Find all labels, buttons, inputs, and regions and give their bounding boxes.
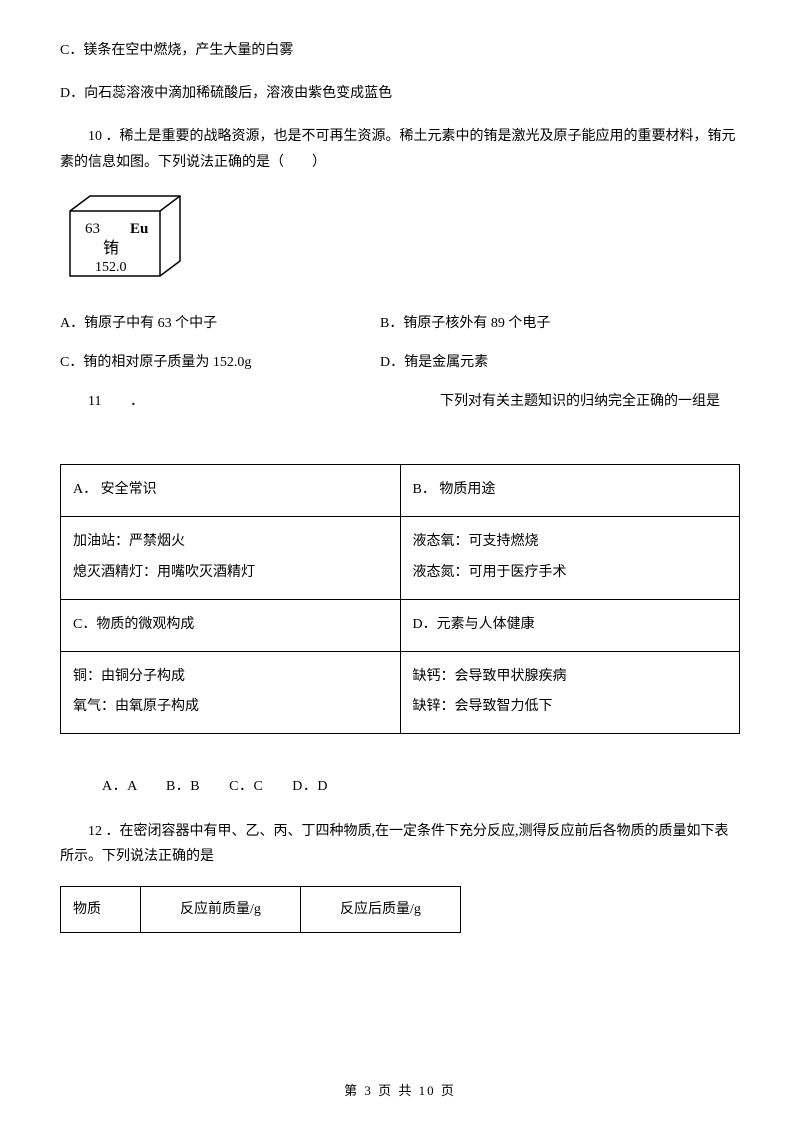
q11-table: A． 安全常识 B． 物质用途 加油站：严禁烟火 熄灭酒精灯：用嘴吹灭酒精灯 液…	[60, 464, 740, 734]
table-row: 铜：由铜分子构成 氧气：由氧原子构成 缺钙：会导致甲状腺疾病 缺锌：会导致智力低…	[61, 651, 740, 734]
cell-a-header: A． 安全常识	[61, 465, 401, 517]
cell-line: 缺钙：会导致甲状腺疾病	[413, 662, 728, 693]
q10-options-row2: C．铕的相对原子质量为 152.0g D．铕是金属元素	[60, 350, 740, 375]
q10-options-row1: A．铕原子中有 63 个中子 B．铕原子核外有 89 个电子	[60, 311, 740, 336]
table-row: C．物质的微观构成 D．元素与人体健康	[61, 599, 740, 651]
element-number: 63	[85, 221, 100, 237]
q11-line: 11 ． 下列对有关主题知识的归纳完全正确的一组是	[60, 389, 740, 414]
cell-c-content: 铜：由铜分子构成 氧气：由氧原子构成	[61, 651, 401, 734]
element-symbol: Eu	[130, 221, 148, 237]
table-row: 加油站：严禁烟火 熄灭酒精灯：用嘴吹灭酒精灯 液态氧：可支持燃烧 液态氮：可用于…	[61, 517, 740, 600]
mass-header-substance: 物质	[61, 886, 141, 932]
q12-text: 12 ．在密闭容器中有甲、乙、丙、丁四种物质,在一定条件下充分反应,测得反应前后…	[60, 819, 740, 869]
cell-line: 铜：由铜分子构成	[73, 662, 388, 693]
cell-d-header: D．元素与人体健康	[400, 599, 740, 651]
q12-table: 物质 反应前质量/g 反应后质量/g	[60, 886, 461, 933]
q11-answers: A．A B．B C．C D．D	[60, 774, 740, 799]
cell-line: 氧气：由氧原子构成	[73, 692, 388, 723]
element-cube-diagram: 63 Eu 铕 152.0	[60, 191, 190, 291]
q11-number: 11	[60, 389, 130, 414]
cell-d-content: 缺钙：会导致甲状腺疾病 缺锌：会导致智力低下	[400, 651, 740, 734]
element-mass: 152.0	[95, 260, 127, 275]
cell-line: 缺锌：会导致智力低下	[413, 692, 728, 723]
cell-a-content: 加油站：严禁烟火 熄灭酒精灯：用嘴吹灭酒精灯	[61, 517, 401, 600]
mass-header-after: 反应后质量/g	[301, 886, 461, 932]
q11-dot: ．	[130, 389, 440, 414]
cell-c-header: C．物质的微观构成	[61, 599, 401, 651]
q10-text: 10 ．稀土是重要的战略资源，也是不可再生资源。稀土元素中的铕是激光及原子能应用…	[60, 124, 740, 174]
option-d: D．向石蕊溶液中滴加稀硫酸后，溶液由紫色变成蓝色	[60, 81, 740, 106]
page-footer: 第 3 页 共 10 页	[60, 1079, 740, 1102]
cell-line: 加油站：严禁烟火	[73, 527, 388, 558]
q10-option-c: C．铕的相对原子质量为 152.0g	[60, 350, 380, 375]
table-row: A． 安全常识 B． 物质用途	[61, 465, 740, 517]
element-name: 铕	[103, 239, 119, 257]
mass-header-before: 反应前质量/g	[141, 886, 301, 932]
cell-line: 液态氧：可支持燃烧	[413, 527, 728, 558]
q10-option-a: A．铕原子中有 63 个中子	[60, 311, 380, 336]
q11-text: 下列对有关主题知识的归纳完全正确的一组是	[440, 389, 740, 414]
cell-line: 熄灭酒精灯：用嘴吹灭酒精灯	[73, 558, 388, 589]
cell-line: 液态氮：可用于医疗手术	[413, 558, 728, 589]
option-c: C．镁条在空中燃烧，产生大量的白雾	[60, 38, 740, 63]
cell-b-content: 液态氧：可支持燃烧 液态氮：可用于医疗手术	[400, 517, 740, 600]
table-row: 物质 反应前质量/g 反应后质量/g	[61, 886, 461, 932]
cell-b-header: B． 物质用途	[400, 465, 740, 517]
q10-option-b: B．铕原子核外有 89 个电子	[380, 311, 550, 336]
q10-option-d: D．铕是金属元素	[380, 350, 488, 375]
